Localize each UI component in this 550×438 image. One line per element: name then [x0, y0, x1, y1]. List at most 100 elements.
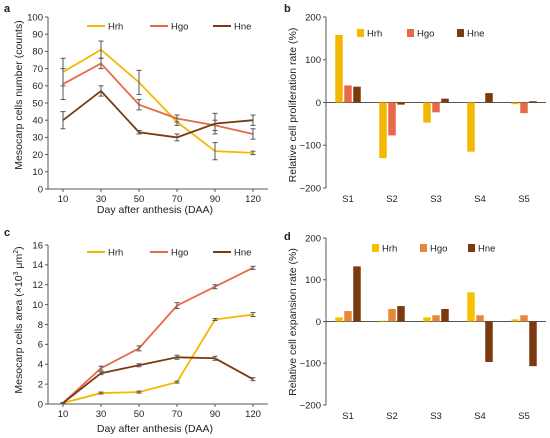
y-tick-label: 80	[32, 47, 43, 58]
y-tick-label: 100	[27, 12, 43, 23]
bar-hrh-s5	[511, 319, 519, 322]
legend-label-hrh: Hrh	[108, 248, 123, 259]
legend-label-hgo: Hgo	[417, 29, 434, 40]
y-tick-label: 16	[32, 240, 43, 251]
category-label: S3	[430, 194, 442, 205]
y-tick-label: 0	[316, 98, 321, 109]
x-tick-label: 120	[245, 194, 261, 205]
legend-swatch-hne	[457, 29, 464, 37]
panel-label-b: b	[284, 3, 291, 15]
legend-swatch-hgo	[407, 29, 414, 37]
x-tick-label: 30	[96, 194, 107, 205]
series-line-hne	[62, 356, 254, 404]
legend-label-hne: Hne	[467, 29, 484, 40]
bar-hrh-s3	[423, 317, 431, 322]
series-line-hne	[62, 89, 254, 139]
legend-swatch-hgo	[420, 244, 427, 252]
bar-hne-s3	[441, 98, 449, 103]
bar-hrh-s1	[335, 317, 343, 322]
legend-swatch-hrh	[372, 244, 379, 252]
category-label: S3	[430, 411, 442, 422]
x-tick-label: 120	[245, 409, 261, 420]
bar-hgo-s5	[520, 102, 528, 114]
panel-label-c: c	[4, 227, 10, 239]
panel-a-plot: 0 10 20 30 40 50 60 70 80 90 100 10 30 50 70 90 120 Hrh Hg…	[27, 12, 268, 205]
bar-hrh-s3	[423, 102, 431, 123]
bar-hgo-s2	[388, 308, 396, 322]
bar-hrh-s5	[511, 102, 519, 105]
bar-hgo-s4	[476, 315, 484, 322]
bar-hne-s4	[485, 93, 493, 103]
bar-hne-s4	[485, 321, 493, 362]
legend-label-hgo: Hgo	[171, 248, 188, 259]
bar-hrh-s2	[379, 102, 387, 159]
bar-hgo-s5	[520, 315, 528, 322]
bar-hrh-s1	[335, 34, 343, 103]
y-tick-label: −100	[300, 359, 321, 370]
category-label: S5	[518, 194, 530, 205]
x-tick-label: 70	[172, 194, 183, 205]
bar-hgo-s2	[388, 102, 396, 136]
y-tick-label: 14	[32, 260, 43, 271]
bar-hgo-s1	[344, 85, 352, 103]
y-tick-label: 60	[32, 81, 43, 92]
panel-c-y-label: Mesocarp cells area (×103 μm2)	[13, 246, 25, 393]
y-tick-label: 20	[32, 150, 43, 161]
y-tick-label: 4	[38, 360, 43, 371]
bar-hne-s1	[353, 86, 361, 103]
bar-hne-s3	[441, 308, 449, 322]
bar-hrh-s4	[467, 102, 475, 152]
panel-c-x-label: Day after anthesis (DAA)	[97, 423, 213, 435]
y-tick-label: 10	[32, 167, 43, 178]
category-label: S4	[474, 194, 486, 205]
series-line-hrh	[62, 313, 254, 404]
bar-hne-s5	[529, 101, 537, 103]
y-tick-label: 0	[38, 399, 43, 410]
y-tick-label: 200	[305, 233, 321, 244]
series-line-hrh	[62, 48, 254, 154]
bar-hgo-s1	[344, 311, 352, 322]
y-tick-label: 100	[305, 55, 321, 66]
category-label: S2	[386, 194, 398, 205]
legend-label-hne: Hne	[234, 22, 251, 33]
x-tick-label: 90	[210, 194, 221, 205]
legend-label-hne: Hne	[234, 248, 251, 259]
x-tick-label: 50	[134, 409, 145, 420]
y-tick-label: 40	[32, 116, 43, 127]
panel-d-plot: 200 100 0 −100 −200 S1 S2 S3 S4 S5 Hrh Hgo Hne	[300, 233, 546, 422]
bar-hne-s1	[353, 266, 361, 322]
bar-hrh-s4	[467, 292, 475, 322]
panel-a-x-label: Day after anthesis (DAA)	[97, 204, 213, 216]
y-tick-label: 8	[38, 320, 43, 331]
x-tick-label: 10	[58, 194, 69, 205]
bar-hgo-s3	[432, 102, 440, 113]
x-tick-label: 30	[96, 409, 107, 420]
series-line-hgo	[62, 62, 254, 135]
x-tick-label: 90	[210, 409, 221, 420]
y-tick-label: 0	[316, 317, 321, 328]
bar-hne-s2	[397, 102, 405, 105]
legend-swatch-hrh	[357, 29, 364, 37]
legend-label-hrh: Hrh	[367, 29, 382, 40]
y-tick-label: 50	[32, 98, 43, 109]
bar-hne-s5	[529, 321, 537, 367]
bar-hrh-s2	[379, 320, 387, 322]
y-tick-label: 6	[38, 340, 43, 351]
legend-label-hne: Hne	[478, 244, 495, 255]
y-tick-label: 90	[32, 30, 43, 41]
bar-hgo-s3	[432, 315, 440, 322]
legend-swatch-hne	[468, 244, 475, 252]
y-tick-label: 2	[38, 379, 43, 390]
y-tick-label: 100	[305, 275, 321, 286]
y-tick-label: −100	[300, 141, 321, 152]
category-label: S2	[386, 411, 398, 422]
y-tick-label: −200	[300, 183, 321, 194]
panel-a-y-label: Mesocarp cells number (counts)	[13, 20, 25, 169]
legend-label-hgo: Hgo	[171, 22, 188, 33]
panel-b-plot: 200 100 0 −100 −200 S1 S2 S3 S4 S5 Hrh Hgo Hne	[300, 12, 546, 205]
y-tick-label: −200	[300, 400, 321, 411]
legend-label-hrh: Hrh	[108, 22, 123, 33]
legend-label-hgo: Hgo	[430, 244, 447, 255]
x-tick-label: 70	[172, 409, 183, 420]
